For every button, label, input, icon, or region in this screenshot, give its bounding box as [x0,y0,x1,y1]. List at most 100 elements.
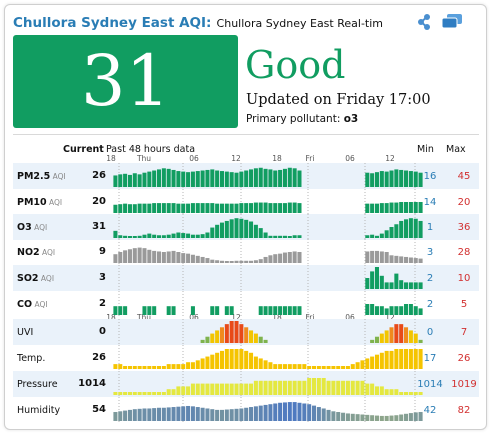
bar-temp[interactable] [413,349,418,369]
bar-no2[interactable] [239,260,244,263]
bar-o3[interactable] [176,232,181,239]
bar-humidity[interactable] [326,409,331,421]
bar-pm25[interactable] [418,172,423,187]
bar-pm25[interactable] [176,171,181,187]
bar-temp[interactable] [321,366,326,369]
bar-temp[interactable] [171,364,176,369]
bar-o3[interactable] [166,234,171,238]
bar-no2[interactable] [186,253,191,263]
bar-pm25[interactable] [249,169,254,187]
bar-temp[interactable] [219,350,224,369]
row-uvi[interactable]: UVI 0 0 7 [13,319,479,345]
bar-humidity[interactable] [161,407,166,421]
bar-pressure[interactable] [408,392,413,395]
bar-pm10[interactable] [249,203,254,213]
bar-no2[interactable] [190,254,195,263]
bar-pressure[interactable] [374,386,379,395]
bar-uvi[interactable] [205,336,210,343]
bar-pressure[interactable] [341,380,346,395]
bar-co[interactable] [123,306,128,315]
bar-co[interactable] [171,306,176,315]
bar-pm25[interactable] [404,170,409,188]
bar-pressure[interactable] [224,383,229,395]
bar-pm25[interactable] [200,170,205,188]
bar-temp[interactable] [258,358,263,369]
bar-co[interactable] [394,306,399,315]
row-o3[interactable]: O3 AQI 31 1 36 [13,214,479,240]
bar-pressure[interactable] [302,380,307,395]
bar-pm10[interactable] [219,203,224,213]
bar-temp[interactable] [370,356,375,369]
bar-pm25[interactable] [244,170,249,188]
bar-pressure[interactable] [152,392,157,395]
row-humidity[interactable]: Humidity 54 42 82 [13,397,479,423]
bar-humidity[interactable] [205,408,210,421]
bar-pressure[interactable] [326,380,331,395]
bar-humidity[interactable] [345,413,350,421]
bar-pm10[interactable] [394,202,399,213]
bar-temp[interactable] [404,349,409,369]
bar-temp[interactable] [365,358,370,369]
bar-temp[interactable] [186,362,191,369]
bar-no2[interactable] [200,256,205,263]
bar-pressure[interactable] [200,383,205,395]
bar-temp[interactable] [127,366,132,369]
bar-pm25[interactable] [181,171,186,187]
bar-temp[interactable] [350,364,355,369]
bar-pressure[interactable] [399,392,404,395]
bar-pressure[interactable] [379,386,384,395]
bar-pm10[interactable] [195,203,200,213]
bar-co[interactable] [147,306,152,315]
bar-pm10[interactable] [181,203,186,213]
bar-humidity[interactable] [389,415,394,421]
bar-humidity[interactable] [118,411,123,421]
bar-no2[interactable] [161,252,166,263]
bar-uvi[interactable] [379,333,384,343]
bar-co[interactable] [190,306,195,315]
bar-temp[interactable] [161,366,166,369]
bar-temp[interactable] [360,360,365,369]
bar-pressure[interactable] [244,383,249,395]
bar-o3[interactable] [215,224,220,238]
bar-humidity[interactable] [176,406,181,421]
bar-humidity[interactable] [292,402,297,421]
bar-o3[interactable] [229,219,234,238]
bar-o3[interactable] [195,234,200,238]
bar-pm10[interactable] [118,204,123,213]
bar-pm10[interactable] [142,203,147,213]
bar-o3[interactable] [244,219,249,238]
bar-pm10[interactable] [205,203,210,213]
bar-humidity[interactable] [137,408,142,421]
bar-temp[interactable] [384,350,389,369]
bar-no2[interactable] [379,251,384,263]
bar-pm25[interactable] [278,169,283,187]
bar-pm10[interactable] [258,202,263,213]
bar-humidity[interactable] [123,410,128,421]
bar-humidity[interactable] [413,412,418,421]
bar-pm25[interactable] [379,171,384,187]
bar-pm25[interactable] [118,174,123,187]
bar-humidity[interactable] [341,412,346,421]
bar-pressure[interactable] [365,383,370,395]
row-co[interactable]: CO AQI 2 2 5 [13,291,479,317]
bar-humidity[interactable] [268,404,273,421]
bar-pressure[interactable] [161,392,166,395]
bar-humidity[interactable] [399,414,404,421]
bar-humidity[interactable] [171,407,176,421]
bar-temp[interactable] [132,366,137,369]
bar-uvi[interactable] [253,333,258,343]
bar-pressure[interactable] [287,380,292,395]
bar-temp[interactable] [311,366,317,369]
bar-temp[interactable] [341,366,346,369]
bar-no2[interactable] [297,252,302,263]
bar-temp[interactable] [224,349,229,369]
bar-pm10[interactable] [161,203,166,213]
bar-pm10[interactable] [215,203,220,213]
bar-temp[interactable] [142,366,147,369]
bar-o3[interactable] [404,219,409,238]
bar-humidity[interactable] [307,404,312,421]
bar-uvi[interactable] [374,336,379,343]
bar-o3[interactable] [219,222,224,238]
bar-pressure[interactable] [311,378,317,395]
bar-pm10[interactable] [113,204,118,213]
